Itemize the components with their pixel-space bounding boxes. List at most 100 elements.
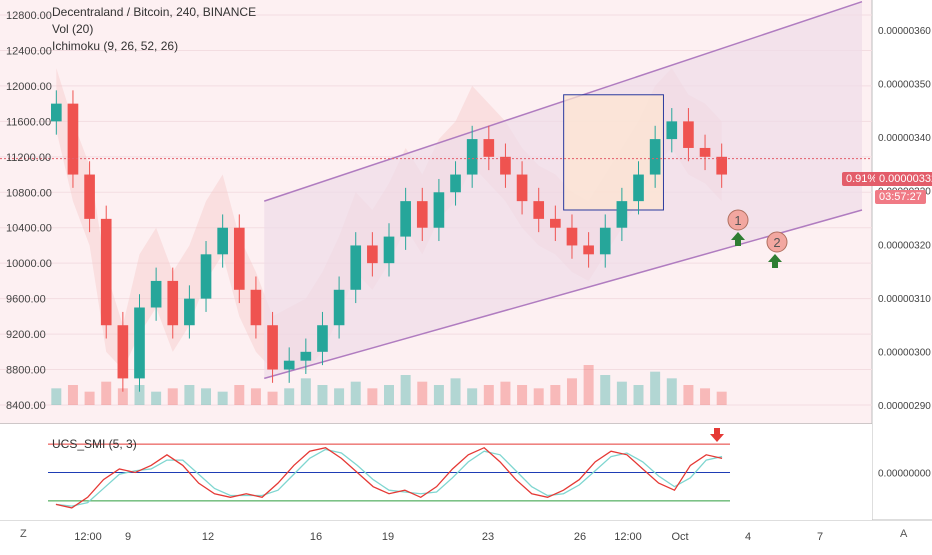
candle-body[interactable]	[516, 174, 528, 202]
candle-body[interactable]	[233, 227, 245, 290]
volume-bar	[101, 381, 112, 405]
down-arrow-icon[interactable]	[710, 428, 724, 442]
candle-body[interactable]	[566, 227, 578, 246]
candle-body[interactable]	[167, 280, 179, 326]
candle-body[interactable]	[50, 103, 62, 122]
channel-fill	[264, 1, 862, 379]
smi-main-line[interactable]	[55, 446, 723, 509]
auto-scale-button[interactable]: A	[900, 528, 908, 540]
candle-body[interactable]	[400, 201, 411, 237]
candle-body[interactable]	[150, 280, 162, 308]
candle-body[interactable]	[500, 156, 511, 175]
volume-bar	[450, 378, 461, 405]
legend-vol[interactable]: Vol (20)	[52, 22, 94, 36]
volume-bar	[151, 391, 162, 405]
time-axis-tick-label: 12	[202, 531, 214, 543]
candle-body[interactable]	[184, 298, 195, 326]
candle-body[interactable]	[350, 245, 362, 290]
candle-body[interactable]	[633, 174, 644, 202]
legend-oscillator[interactable]: UCS_SMI (5, 3)	[52, 437, 137, 451]
volume-bar	[633, 385, 644, 405]
candle-body[interactable]	[250, 289, 262, 326]
volume-bar	[400, 375, 411, 405]
right-axis-tick-label: 0.00000320	[878, 240, 931, 251]
volume-bar	[300, 378, 311, 405]
candle-body[interactable]	[333, 289, 345, 326]
left-axis-tick-label: 10400.00	[6, 223, 52, 235]
volume-bar	[483, 385, 494, 405]
candle-body[interactable]	[649, 139, 661, 175]
annotation-marker-1[interactable]	[727, 209, 749, 231]
right-axis-tick-label: 0.00000300	[878, 347, 931, 358]
candle-body[interactable]	[300, 351, 312, 361]
candle-body[interactable]	[466, 139, 478, 175]
candle-body[interactable]	[616, 201, 628, 228]
left-axis-tick-label: 12000.00	[6, 81, 52, 93]
volume-bar	[467, 388, 478, 405]
volume-bar	[566, 378, 577, 405]
left-axis-tick-label: 11200.00	[6, 152, 51, 164]
volume-bar	[317, 385, 328, 405]
left-axis-tick-label: 11600.00	[6, 116, 51, 128]
volume-bar	[250, 388, 261, 405]
volume-bar	[666, 378, 677, 405]
right-axis-tick-label: 0.00000350	[878, 80, 931, 91]
candle-body[interactable]	[699, 147, 711, 157]
candle-body[interactable]	[433, 192, 445, 228]
up-arrow-icon[interactable]	[731, 232, 745, 246]
candle-body[interactable]	[416, 201, 428, 228]
channel-lower-line[interactable]	[264, 209, 863, 380]
volume-bar	[616, 381, 627, 405]
candle-body[interactable]	[583, 245, 594, 255]
candle-body[interactable]	[683, 121, 694, 148]
candle-body[interactable]	[200, 254, 212, 299]
candle-body[interactable]	[217, 227, 228, 255]
legend-symbol[interactable]: Decentraland / Bitcoin, 240, BINANCE	[52, 5, 257, 19]
candle-body[interactable]	[666, 121, 678, 140]
annotation-marker-1-label: 1	[734, 213, 741, 228]
candle-body[interactable]	[67, 103, 79, 175]
candle-body[interactable]	[716, 156, 728, 175]
candle-body[interactable]	[117, 325, 129, 379]
candle-body[interactable]	[84, 174, 95, 219]
left-axis-tick-label: 12800.00	[6, 10, 52, 22]
time-axis-tick-label: 9	[125, 531, 131, 543]
volume-bar	[500, 381, 511, 405]
volume-bar	[134, 385, 145, 405]
candle-body[interactable]	[599, 227, 611, 255]
volume-bar	[700, 388, 711, 405]
channel-upper-line[interactable]	[264, 0, 863, 202]
timezone-button[interactable]: Z	[20, 528, 27, 540]
up-arrow-icon[interactable]	[768, 254, 782, 268]
legend-ichimoku[interactable]: Ichimoku (9, 26, 52, 26)	[52, 39, 179, 53]
candle-body[interactable]	[550, 218, 561, 228]
candle-body[interactable]	[267, 325, 278, 370]
volume-bar	[650, 371, 661, 405]
time-axis-tick-label: 23	[482, 531, 494, 543]
time-axis-tick-label: 16	[310, 531, 322, 543]
right-axis-tick-label: 0.00000340	[878, 133, 931, 144]
smi-signal-line[interactable]	[55, 448, 723, 507]
left-axis-tick-label: 9200.00	[6, 329, 46, 341]
volume-bar	[683, 385, 694, 405]
candle-body[interactable]	[283, 360, 295, 370]
annotation-marker-2[interactable]	[766, 231, 788, 253]
candle-body[interactable]	[100, 218, 112, 326]
candle-body[interactable]	[317, 325, 328, 352]
time-axis-tick-label: 4	[745, 531, 751, 543]
candle-body[interactable]	[450, 174, 461, 193]
right-axis-tick-label: 0.00000290	[878, 401, 931, 412]
left-axis-tick-label: 9600.00	[6, 294, 46, 306]
range-box[interactable]	[563, 94, 664, 211]
candle-body[interactable]	[533, 201, 545, 219]
candle-body[interactable]	[134, 307, 145, 379]
candle-body[interactable]	[383, 236, 395, 264]
time-axis-tick-label: Oct	[671, 531, 688, 543]
candle-body[interactable]	[367, 245, 378, 264]
candle-body[interactable]	[483, 139, 495, 157]
left-axis-tick-label: 10000.00	[6, 258, 52, 270]
time-axis-tick-label: 12:00	[74, 531, 102, 543]
volume-bar	[184, 385, 195, 405]
volume-bar	[234, 385, 245, 405]
